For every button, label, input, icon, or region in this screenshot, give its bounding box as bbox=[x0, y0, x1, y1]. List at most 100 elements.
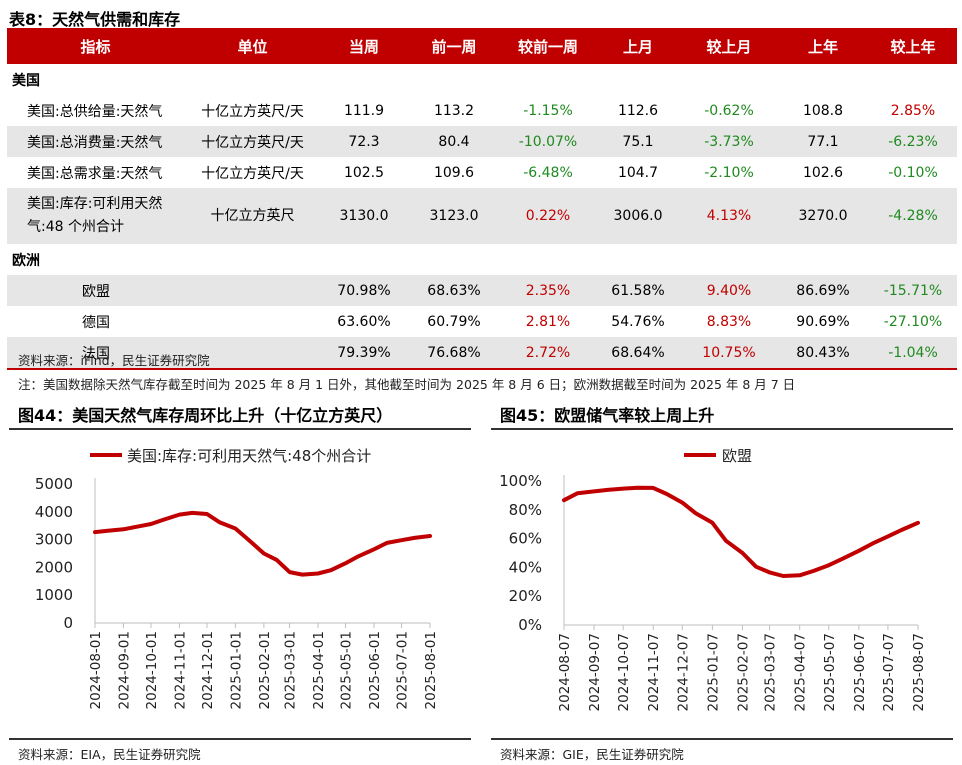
row-current: 63.60% bbox=[337, 313, 391, 330]
x-tick-label: 2025-07-07 bbox=[881, 633, 897, 711]
row-name-line1: 美国:库存:可利用天然 bbox=[27, 196, 163, 212]
row-current: 111.9 bbox=[343, 102, 385, 119]
row-mom: 8.83% bbox=[706, 313, 752, 330]
x-tick-label: 2025-02-07 bbox=[735, 633, 751, 711]
row-prev-week: 109.6 bbox=[433, 164, 475, 181]
row-yoy: -27.10% bbox=[883, 313, 943, 330]
table-row: 美国:库存:可利用天然 气:48 个州合计 十亿立方英尺 3130.0 3123… bbox=[7, 188, 957, 244]
row-name: 德国 bbox=[82, 314, 110, 331]
chart44-axes bbox=[94, 478, 431, 628]
x-tick-label: 2024-11-01 bbox=[172, 631, 188, 709]
x-tick-label: 2025-05-01 bbox=[339, 631, 355, 709]
header-wow: 较前一周 bbox=[501, 28, 595, 64]
row-mom: 4.13% bbox=[681, 188, 777, 244]
chart45-x-tick-labels: 2024-08-07 2024-09-07 2024-10-07 2024-11-07… bbox=[557, 633, 927, 711]
x-tick-label: 2025-08-07 bbox=[911, 633, 927, 711]
chart44-title: 图44：美国天然气库存周环比上升（十亿立方英尺） bbox=[18, 406, 393, 425]
x-tick-label: 2024-11-07 bbox=[646, 633, 662, 711]
row-current: 102.5 bbox=[343, 164, 385, 181]
table-title: 表8：天然气供需和库存 bbox=[9, 10, 181, 29]
row-wow: -1.15% bbox=[523, 102, 573, 119]
x-tick-label: 2025-06-07 bbox=[852, 633, 868, 711]
chart44-bottom-rule bbox=[9, 738, 471, 740]
row-last-month: 75.1 bbox=[595, 126, 681, 157]
table-header-row: 指标 单位 当周 前一周 较前一周 上月 较上月 上年 较上年 bbox=[7, 28, 957, 64]
row-name: 美国:总需求量:天然气 bbox=[27, 165, 163, 182]
x-tick-label: 2025-04-01 bbox=[311, 631, 327, 709]
header-previous-week: 前一周 bbox=[407, 28, 501, 64]
x-tick-label: 2025-06-01 bbox=[367, 631, 383, 709]
row-unit bbox=[184, 275, 321, 306]
header-current-week: 当周 bbox=[321, 28, 407, 64]
chart45-series-line bbox=[562, 485, 920, 578]
row-mom: -0.62% bbox=[704, 102, 754, 119]
row-name: 欧盟 bbox=[7, 275, 184, 306]
chart45-svg: 0%20%40%60%80%100% 2024-08-07 2024-09-07 2… bbox=[499, 447, 927, 711]
x-tick-label: 2024-09-01 bbox=[116, 631, 132, 709]
chart44-source: 资料来源：EIA，民生证券研究院 bbox=[18, 747, 201, 762]
row-mom: -2.10% bbox=[704, 164, 754, 181]
row-last-month: 54.76% bbox=[611, 313, 665, 330]
y-tick-label: 20% bbox=[509, 587, 542, 605]
row-yoy: -1.04% bbox=[869, 337, 957, 370]
row-wow: 2.35% bbox=[501, 275, 595, 306]
row-name: 美国:总消费量:天然气 bbox=[7, 126, 184, 157]
row-mom: -3.73% bbox=[681, 126, 777, 157]
x-tick-label: 2024-10-07 bbox=[616, 633, 632, 711]
x-tick-label: 2025-01-07 bbox=[705, 633, 721, 711]
y-tick-label: 0 bbox=[63, 614, 73, 632]
y-tick-label: 2000 bbox=[35, 558, 73, 576]
row-last-year: 80.43% bbox=[777, 337, 869, 370]
section-label: 欧洲 bbox=[12, 252, 40, 269]
chart45-source: 资料来源：GIE，民生证券研究院 bbox=[500, 747, 684, 762]
x-tick-label: 2025-08-01 bbox=[423, 631, 439, 709]
chart45-legend-label: 欧盟 bbox=[722, 447, 752, 465]
row-prev-week: 76.68% bbox=[407, 337, 501, 370]
row-mom: 10.75% bbox=[681, 337, 777, 370]
section-row-europe: 欧洲 bbox=[7, 244, 957, 275]
row-prev-week: 80.4 bbox=[407, 126, 501, 157]
chart44-svg: 0 1000 2000 3000 4000 5000 2024-08-01 2024-09-… bbox=[35, 447, 439, 709]
table-source: 资料来源：iFind，民生证券研究院 bbox=[18, 353, 210, 368]
row-unit bbox=[184, 306, 321, 337]
row-unit: 十亿立方英尺/天 bbox=[184, 126, 321, 157]
row-unit: 十亿立方英尺/天 bbox=[201, 103, 304, 120]
y-tick-label: 4000 bbox=[35, 503, 73, 521]
row-yoy: -6.23% bbox=[869, 126, 957, 157]
y-tick-label: 60% bbox=[509, 530, 542, 548]
x-tick-label: 2024-10-01 bbox=[144, 631, 160, 709]
row-unit: 十亿立方英尺/天 bbox=[201, 165, 304, 182]
row-name-line2: 气:48 个州合计 bbox=[27, 219, 124, 235]
y-tick-label: 40% bbox=[509, 558, 542, 576]
row-last-month: 61.58% bbox=[595, 275, 681, 306]
row-current: 79.39% bbox=[321, 337, 407, 370]
y-tick-label: 0% bbox=[518, 616, 542, 634]
chart44-y-tick-labels: 0 1000 2000 3000 4000 5000 bbox=[35, 475, 73, 632]
header-last-year: 上年 bbox=[777, 28, 869, 64]
chart45-title: 图45：欧盟储气率较上周上升 bbox=[500, 406, 715, 425]
x-tick-label: 2025-07-01 bbox=[395, 631, 411, 709]
y-tick-label: 3000 bbox=[35, 531, 73, 549]
chart44-series-line bbox=[93, 510, 432, 577]
chart44-gridlines bbox=[95, 483, 430, 596]
row-last-month: 104.7 bbox=[617, 164, 659, 181]
header-unit: 单位 bbox=[184, 28, 321, 64]
y-tick-label: 1000 bbox=[35, 586, 73, 604]
row-unit: 十亿立方英尺 bbox=[184, 188, 321, 244]
chart44-x-tick-labels: 2024-08-01 2024-09-01 2024-10-01 2024-11-01… bbox=[88, 631, 439, 709]
x-tick-label: 2025-01-01 bbox=[228, 631, 244, 709]
header-mom: 较上月 bbox=[681, 28, 777, 64]
row-last-year: 77.1 bbox=[777, 126, 869, 157]
chart45-title-rule bbox=[491, 428, 953, 430]
x-tick-label: 2024-12-01 bbox=[200, 631, 216, 709]
chart45-y-tick-labels: 0% 20% 40% 60% 80% 100% bbox=[499, 472, 542, 634]
row-last-year: 108.8 bbox=[802, 102, 844, 119]
x-tick-label: 2025-03-07 bbox=[763, 633, 779, 711]
row-last-year: 90.69% bbox=[796, 313, 850, 330]
table-row: 美国:总消费量:天然气 十亿立方英尺/天 72.3 80.4 -10.07% 7… bbox=[7, 126, 957, 157]
x-tick-label: 2025-04-07 bbox=[793, 633, 809, 711]
table-row: 美国:总供给量:天然气 十亿立方英尺/天 111.9 113.2 -1.15% … bbox=[7, 95, 957, 126]
row-name: 美国:总供给量:天然气 bbox=[27, 103, 163, 120]
x-tick-label: 2025-02-01 bbox=[257, 631, 273, 709]
row-last-month: 68.64% bbox=[595, 337, 681, 370]
